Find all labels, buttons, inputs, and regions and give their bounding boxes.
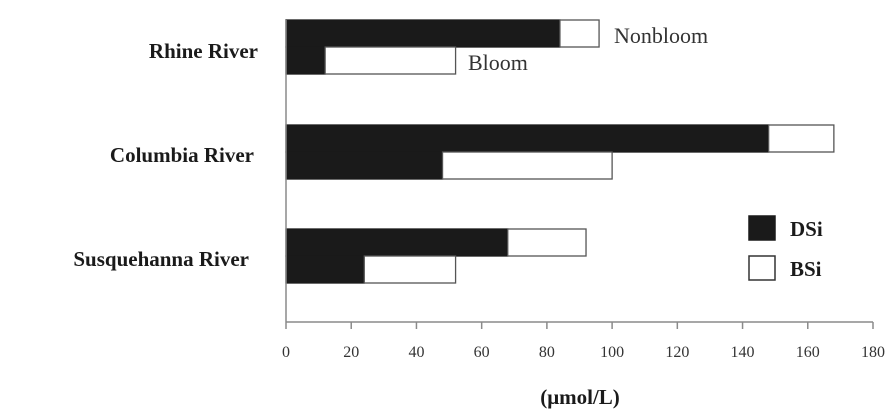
x-tick-label-180: 180 <box>861 344 885 361</box>
legend-swatch-bsi <box>748 255 776 281</box>
bar-columbia-river-bloom-bsi <box>441 151 613 180</box>
annotation-nonbloom: Nonbloom <box>614 23 708 48</box>
bar-rhine-river-bloom-bsi <box>324 46 457 75</box>
bar-susquehanna-river-nonbloom-dsi <box>285 228 509 257</box>
x-tick-label-160: 160 <box>796 344 820 361</box>
x-tick-label-60: 60 <box>474 344 490 361</box>
x-tick-label-40: 40 <box>408 344 424 361</box>
bar-rhine-river-nonbloom-dsi <box>285 19 561 48</box>
bar-columbia-river-nonbloom-bsi <box>767 124 835 153</box>
x-tick-label-100: 100 <box>600 344 624 361</box>
x-tick-label-80: 80 <box>539 344 555 361</box>
category-label-columbia: Columbia River <box>110 143 254 167</box>
legend-label-bsi: BSi <box>790 257 822 281</box>
x-tick-label-0: 0 <box>282 344 290 361</box>
bar-columbia-river-bloom-dsi <box>285 151 444 180</box>
bar-susquehanna-river-bloom-dsi <box>285 255 365 284</box>
category-label-rhine: Rhine River <box>149 39 258 63</box>
bar-columbia-river-nonbloom-dsi <box>285 124 770 153</box>
x-ticks: 0 20 40 60 80 100 120 140 160 180 <box>282 322 885 361</box>
x-axis-label: (μmol/L) <box>540 385 620 409</box>
category-label-susquehanna: Susquehanna River <box>73 247 249 271</box>
x-tick-label-140: 140 <box>731 344 755 361</box>
bars <box>285 19 835 284</box>
bar-rhine-river-bloom-dsi <box>285 46 326 75</box>
bar-susquehanna-river-nonbloom-bsi <box>507 228 587 257</box>
x-tick-label-120: 120 <box>665 344 689 361</box>
annotation-bloom: Bloom <box>468 50 528 75</box>
x-tick-label-20: 20 <box>343 344 359 361</box>
bar-susquehanna-river-bloom-bsi <box>363 255 457 284</box>
legend-label-dsi: DSi <box>790 217 823 241</box>
bar-rhine-river-nonbloom-bsi <box>559 19 600 48</box>
legend: DSi BSi <box>748 215 823 281</box>
legend-swatch-dsi <box>748 215 776 241</box>
category-labels: Rhine River Columbia River Susquehanna R… <box>73 39 258 271</box>
